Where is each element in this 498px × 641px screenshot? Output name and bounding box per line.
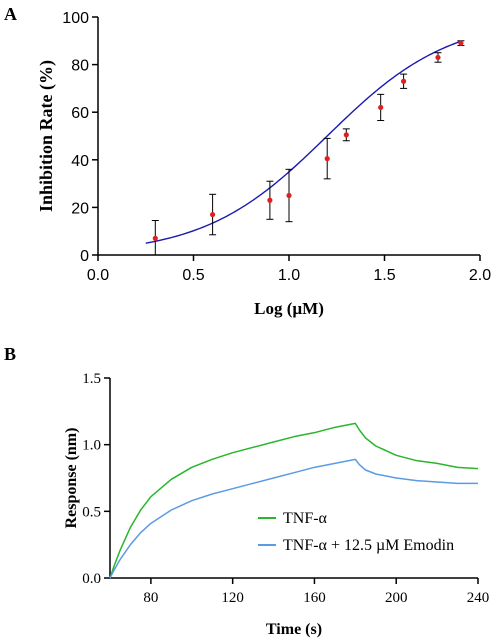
y-tick-label: 1.0 bbox=[82, 438, 101, 454]
x-tick-label: 120 bbox=[221, 590, 244, 606]
point-marker bbox=[286, 192, 292, 199]
y-tick-label: 0.5 bbox=[82, 504, 101, 520]
y-tick-label: 100 bbox=[62, 10, 89, 27]
chart-b-x-ticks: 80 120 160 200 240 bbox=[143, 578, 489, 606]
chart-a-y-label: Inhibition Rate (%) bbox=[36, 60, 57, 212]
point-marker bbox=[458, 40, 464, 46]
y-tick-label: 0.0 bbox=[82, 571, 101, 587]
x-tick-label: 2.0 bbox=[469, 267, 491, 284]
panel-a-label: A bbox=[4, 4, 17, 24]
data-point bbox=[285, 168, 293, 223]
y-tick-label: 80 bbox=[71, 58, 89, 75]
legend-label-tnf-alpha: TNF-α bbox=[283, 510, 328, 527]
data-point bbox=[434, 52, 442, 63]
data-point bbox=[209, 193, 217, 236]
x-tick-label: 0.5 bbox=[182, 267, 204, 284]
point-marker bbox=[343, 132, 349, 138]
chart-b-x-label: Time (s) bbox=[266, 621, 322, 638]
data-point bbox=[377, 93, 385, 122]
point-marker bbox=[378, 104, 384, 111]
fit-curve bbox=[145, 40, 462, 244]
chart-a: 0 20 40 60 80 100 0.0 0.5 1.0 1.5 2.0 bbox=[62, 10, 491, 284]
x-tick-label: 160 bbox=[303, 590, 326, 606]
x-tick-label: 1.5 bbox=[373, 267, 395, 284]
x-tick-label: 1.0 bbox=[278, 267, 300, 284]
y-tick-label: 0 bbox=[80, 248, 89, 265]
data-point bbox=[400, 73, 408, 89]
data-point bbox=[151, 219, 159, 256]
point-marker bbox=[267, 197, 273, 203]
y-tick-label: 60 bbox=[71, 105, 89, 122]
series-line-1 bbox=[109, 458, 478, 579]
x-tick-label: 0.0 bbox=[87, 267, 109, 284]
data-point bbox=[342, 128, 350, 142]
chart-a-x-label: Log (µM) bbox=[254, 299, 324, 318]
data-point bbox=[266, 180, 274, 220]
y-tick-label: 40 bbox=[71, 153, 89, 170]
data-point bbox=[457, 40, 465, 47]
legend-label-tnf-alpha-emodin: TNF-α + 12.5 µM Emodin bbox=[283, 537, 454, 554]
chart-a-y-ticks: 0 20 40 60 80 100 bbox=[62, 10, 98, 265]
chart-b: 0.0 0.5 1.0 1.5 80 120 160 200 240 bbox=[82, 371, 489, 606]
point-marker bbox=[435, 54, 441, 61]
chart-b-series bbox=[109, 422, 479, 579]
chart-b-y-ticks: 0.0 0.5 1.0 1.5 bbox=[82, 371, 110, 587]
point-marker bbox=[210, 211, 216, 218]
x-tick-label: 80 bbox=[143, 590, 158, 606]
data-points bbox=[151, 40, 465, 256]
point-marker bbox=[152, 235, 158, 241]
data-point bbox=[323, 137, 331, 180]
x-tick-label: 240 bbox=[467, 590, 490, 606]
y-tick-label: 20 bbox=[71, 200, 89, 217]
chart-b-y-label: Response (nm) bbox=[63, 428, 80, 529]
chart-b-legend: TNF-α TNF-α + 12.5 µM Emodin bbox=[258, 510, 454, 554]
chart-a-x-ticks: 0.0 0.5 1.0 1.5 2.0 bbox=[87, 255, 491, 284]
panel-b-label: B bbox=[4, 344, 16, 364]
point-marker bbox=[401, 78, 407, 84]
point-marker bbox=[324, 156, 330, 162]
y-tick-label: 1.5 bbox=[82, 371, 101, 387]
x-tick-label: 200 bbox=[385, 590, 408, 606]
series-line-0 bbox=[109, 422, 479, 579]
